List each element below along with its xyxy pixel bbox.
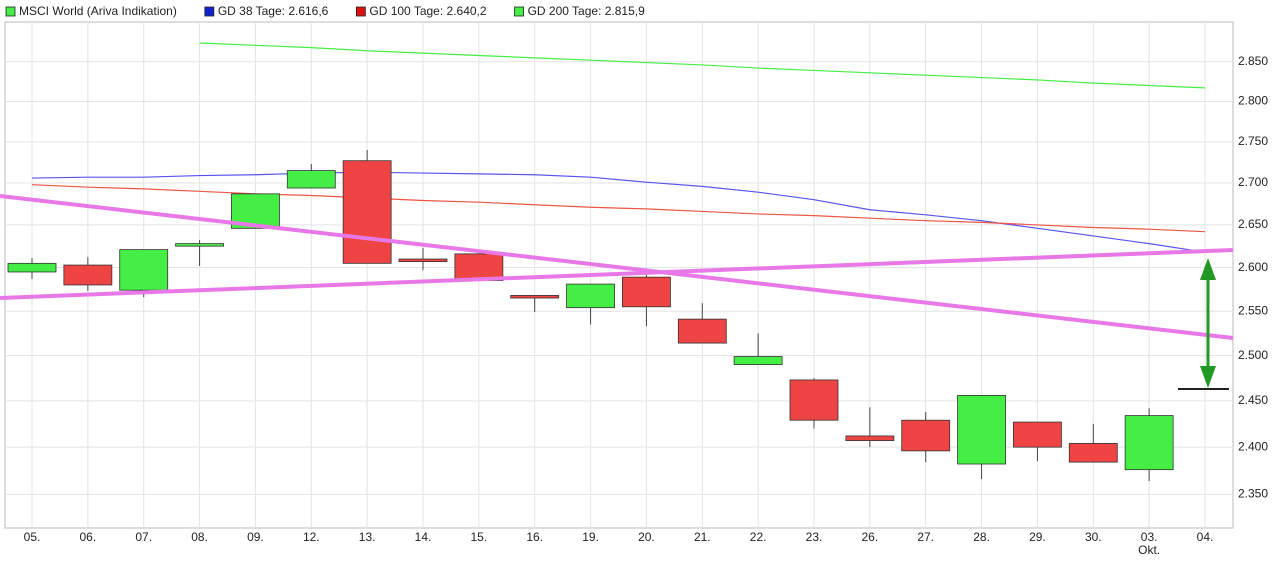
- x-tick-label: 12.: [303, 530, 320, 544]
- legend-label: GD 38 Tage: 2.616,6: [218, 4, 329, 18]
- y-tick-label: 2.500: [1238, 348, 1268, 362]
- arrow-head: [1200, 366, 1216, 388]
- candle-body: [1013, 421, 1062, 448]
- y-tick-label: 2.700: [1238, 175, 1268, 189]
- x-tick-label: 19.: [582, 530, 599, 544]
- candle-body: [510, 295, 560, 299]
- x-tick-label: 06.: [80, 530, 97, 544]
- month-label: Okt.: [1138, 543, 1160, 557]
- y-tick-label: 2.600: [1238, 260, 1268, 274]
- trend-line: [0, 194, 1234, 340]
- candle-body: [119, 249, 169, 291]
- annotations: [0, 194, 1234, 390]
- y-tick-label: 2.350: [1238, 487, 1268, 501]
- candle-body: [1124, 415, 1174, 471]
- x-tick-label: 04.: [1197, 530, 1214, 544]
- y-tick-label: 2.850: [1238, 54, 1268, 68]
- candle-body: [566, 283, 615, 309]
- axes: 2.350 2.400 2.450 2.500 2.550 2.600 2.650 2.700…: [24, 54, 1269, 557]
- candle-body: [677, 318, 727, 344]
- candle-body: [901, 419, 951, 452]
- candle-body: [789, 379, 839, 421]
- y-tick-label: 2.450: [1238, 393, 1268, 407]
- ma-line: [31, 184, 1206, 233]
- candle-body: [7, 262, 57, 273]
- x-tick-label: 26.: [862, 530, 879, 544]
- x-tick-label: 09.: [247, 530, 264, 544]
- legend-label: GD 100 Tage: 2.640,2: [369, 4, 487, 18]
- trend-line: [0, 248, 1234, 300]
- candle-body: [398, 258, 448, 263]
- legend-swatch: [355, 6, 366, 17]
- x-tick-label: 20.: [638, 530, 655, 544]
- x-tick-label: 14.: [415, 530, 432, 544]
- ma-line: [31, 171, 1206, 253]
- legend-swatch: [5, 6, 16, 17]
- legend-label: GD 200 Tage: 2.815,9: [528, 4, 646, 18]
- x-tick-label: 22.: [750, 530, 767, 544]
- legend-label: MSCI World (Ariva Indikation): [19, 4, 177, 18]
- x-tick-label: 03.: [1141, 530, 1158, 544]
- x-tick-label: 23.: [806, 530, 823, 544]
- candle-body: [1068, 443, 1118, 463]
- x-tick-label: 27.: [917, 530, 934, 544]
- y-tick-label: 2.800: [1238, 94, 1268, 108]
- ma-line: [199, 42, 1206, 89]
- candle-body: [733, 356, 783, 365]
- y-tick-label: 2.650: [1238, 217, 1268, 231]
- candle-body: [957, 395, 1006, 465]
- candle-body: [622, 276, 671, 308]
- x-tick-label: 21.: [694, 530, 711, 544]
- arrow-head: [1200, 258, 1216, 280]
- y-tick-label: 2.750: [1238, 134, 1268, 148]
- x-tick-label: 30.: [1085, 530, 1102, 544]
- x-tick-label: 05.: [24, 530, 41, 544]
- x-tick-label: 16.: [526, 530, 543, 544]
- legend-swatch: [204, 6, 215, 17]
- candle-body: [342, 160, 392, 264]
- y-tick-label: 2.400: [1238, 439, 1268, 453]
- x-tick-label: 07.: [135, 530, 152, 544]
- x-tick-label: 08.: [191, 530, 208, 544]
- legend: MSCI World (Ariva Indikation) GD 38 Tage:…: [5, 4, 646, 18]
- x-tick-label: 15.: [471, 530, 488, 544]
- y-tick-label: 2.550: [1238, 303, 1268, 317]
- x-tick-label: 13.: [359, 530, 376, 544]
- legend-swatch: [514, 6, 524, 17]
- candle-body: [286, 170, 336, 189]
- candle-body: [63, 264, 113, 286]
- x-tick-label: 29.: [1029, 530, 1046, 544]
- candle-body: [845, 435, 895, 442]
- candle-body: [175, 243, 224, 247]
- marks: [7, 42, 1227, 482]
- x-tick-label: 28.: [973, 530, 990, 544]
- candle-body: [454, 253, 504, 282]
